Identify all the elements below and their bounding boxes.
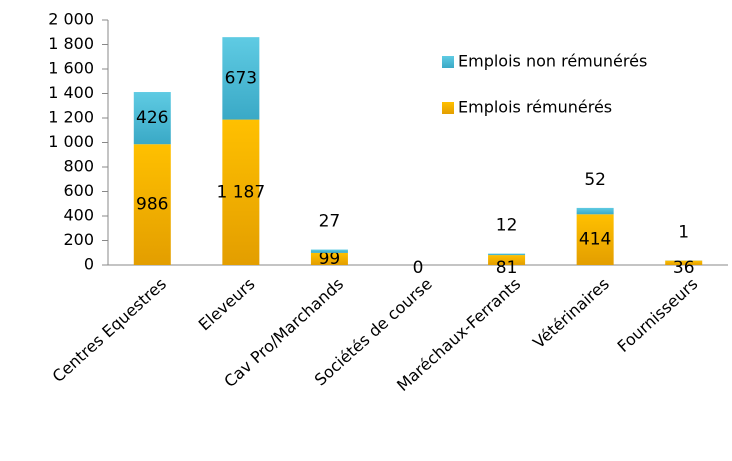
bar-segment [576, 207, 614, 215]
y-tick-label: 2 000 [48, 10, 94, 29]
bar-segment [133, 92, 171, 145]
value-label: 36 [673, 258, 695, 278]
bar-segment [222, 119, 260, 265]
bar-segment [488, 255, 526, 265]
y-tick-label: 400 [63, 206, 94, 225]
legend-swatch [442, 102, 454, 114]
y-tick-label: 1 200 [48, 108, 94, 127]
bar-segment [133, 144, 171, 265]
value-label: 986 [136, 195, 168, 215]
legend-label: Emplois non rémunérés [458, 52, 647, 71]
y-tick-label: 1 800 [48, 34, 94, 53]
y-tick-label: 600 [63, 181, 94, 200]
x-tick-label: Vétérinaires [529, 274, 613, 352]
bar-segment [665, 260, 703, 265]
value-label: 0 [413, 258, 424, 278]
x-tick-label: Eleveurs [195, 274, 259, 334]
bar-segment [222, 37, 260, 120]
y-tick-label: 1 600 [48, 59, 94, 78]
bar-segment [488, 253, 526, 256]
bar-segment [576, 214, 614, 265]
legend-label: Emplois rémunérés [458, 98, 612, 117]
value-label: 1 187 [217, 182, 266, 202]
value-label: 673 [225, 68, 257, 88]
y-tick-label: 1 400 [48, 83, 94, 102]
y-tick-label: 200 [63, 230, 94, 249]
y-tick-label: 800 [63, 157, 94, 176]
y-tick-label: 1 000 [48, 132, 94, 151]
legend-swatch [442, 56, 454, 68]
value-label: 1 [678, 222, 689, 242]
value-label: 12 [496, 216, 518, 236]
value-label: 52 [584, 170, 606, 190]
y-tick-label: 0 [84, 255, 94, 274]
value-label: 81 [496, 258, 518, 278]
x-tick-label: Fournisseurs [614, 274, 702, 356]
value-label: 426 [136, 108, 168, 128]
value-label: 27 [319, 212, 341, 232]
x-tick-label: Centres Equestres [49, 274, 170, 386]
bar-segment [310, 249, 348, 253]
bar-segment [310, 252, 348, 265]
value-label: 99 [319, 249, 341, 269]
value-label: 414 [579, 230, 611, 250]
